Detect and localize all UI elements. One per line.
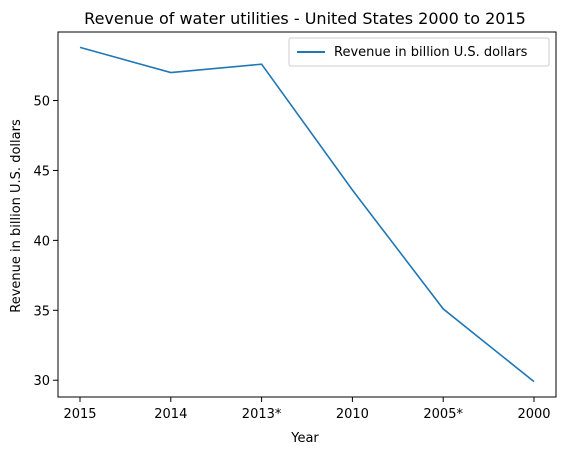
legend-label: Revenue in billion U.S. dollars	[334, 45, 528, 60]
x-tick-label: 2005*	[423, 407, 463, 422]
y-axis: 30 35 40 45 50	[33, 95, 58, 389]
x-tick-label: 2000	[517, 407, 550, 422]
x-tick-label: 2014	[154, 407, 187, 422]
legend-box	[288, 37, 550, 67]
y-tick-label: 40	[33, 234, 50, 249]
chart-title: Revenue of water utilities - United Stat…	[84, 9, 526, 28]
y-tick-label: 35	[33, 304, 50, 319]
series-layer	[79, 46, 535, 383]
x-axis-label: Year	[290, 431, 319, 446]
x-tick-label: 2013*	[242, 407, 282, 422]
y-tick-label: 30	[33, 374, 50, 389]
y-axis-label: Revenue in billion U.S. dollars	[9, 119, 24, 313]
y-tick-label: 50	[33, 95, 50, 110]
x-axis: 2015 2014 2013* 2010 2005* 2000	[63, 397, 551, 422]
plot-area	[57, 31, 557, 398]
legend: Revenue in billion U.S. dollars	[288, 37, 550, 67]
series-line	[79, 46, 535, 383]
y-tick-label: 45	[33, 164, 50, 179]
x-tick-label: 2010	[336, 407, 369, 422]
x-tick-label: 2015	[63, 407, 96, 422]
